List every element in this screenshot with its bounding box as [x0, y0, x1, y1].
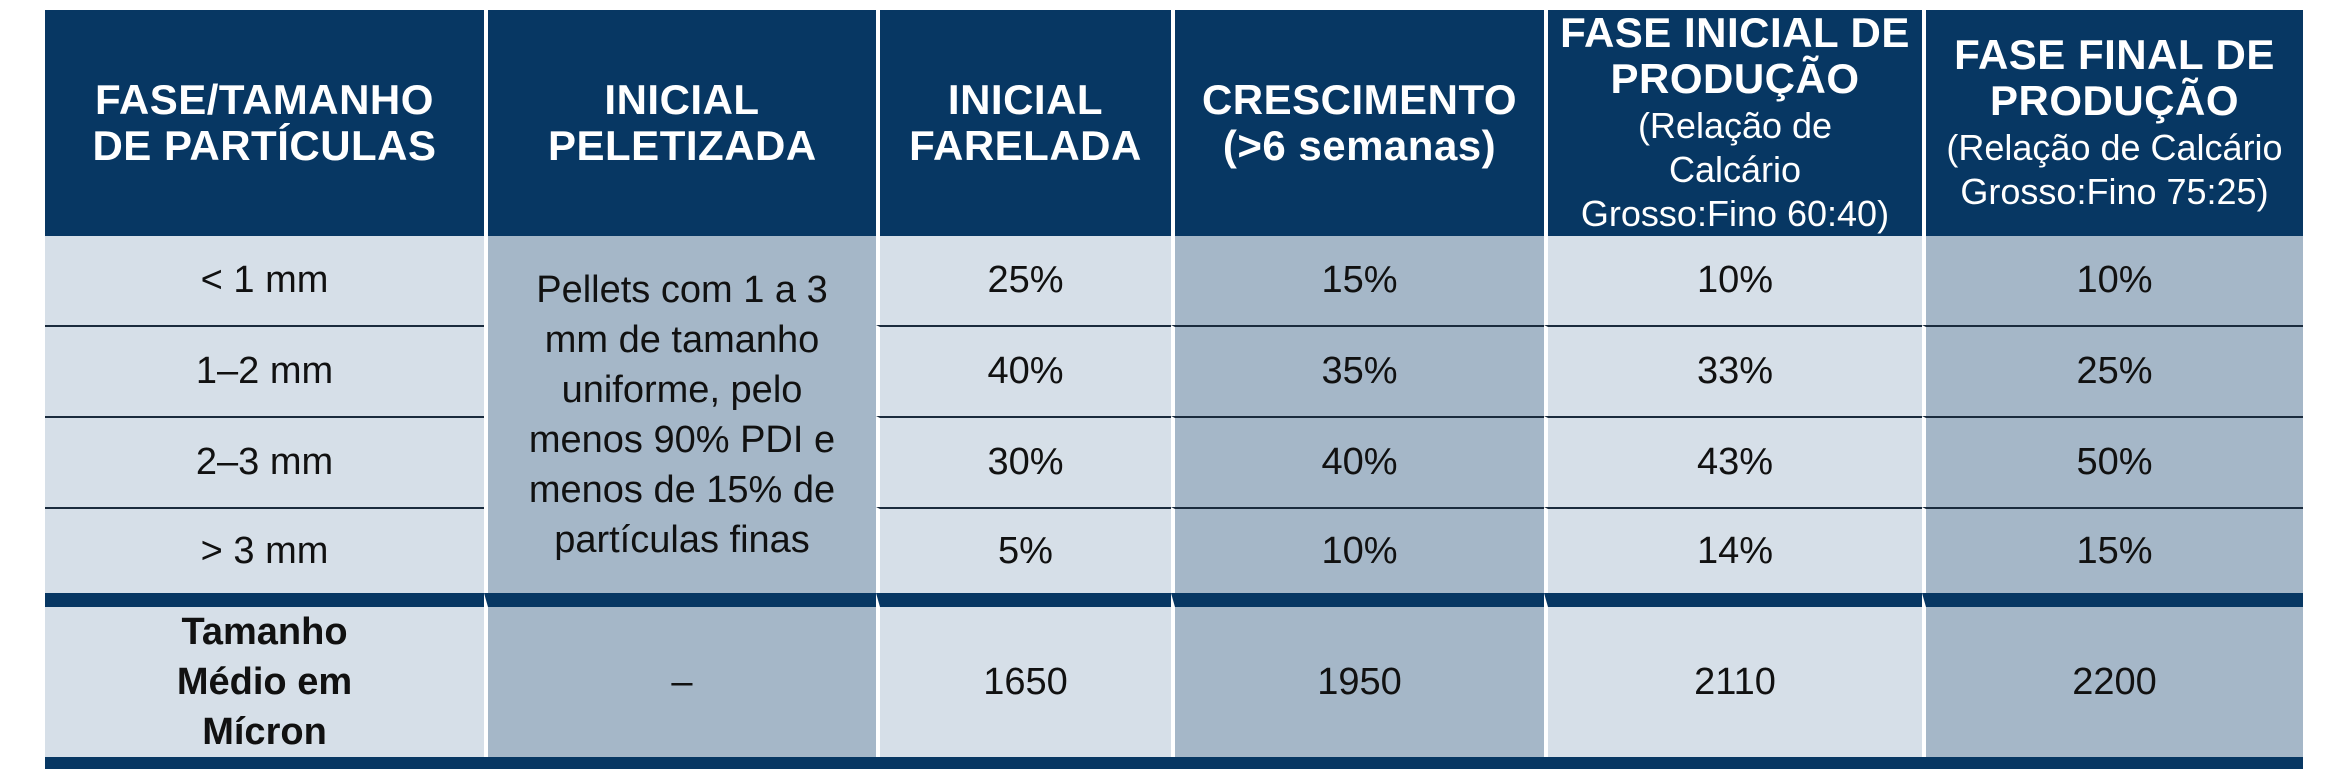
cell-late-production: 10% — [1922, 236, 2303, 325]
cell-growth: 15% — [1171, 236, 1544, 325]
table-row: < 1 mm Pellets com 1 a 3 mm de tamanho u… — [45, 236, 2303, 593]
cell-mash: 25% — [876, 236, 1171, 325]
header-early-production: FASE INICIAL DE PRODUÇÃO (Relação de Cal… — [1544, 10, 1922, 236]
average-size-late-production: 2200 — [1922, 593, 2303, 757]
header-early-production-label: FASE INICIAL DE PRODUÇÃO — [1560, 9, 1910, 102]
header-late-production: FASE FINAL DE PRODUÇÃO (Relação de Calcá… — [1922, 10, 2303, 236]
average-size-row: Tamanho Médio em Mícron – 1650 1950 2110… — [45, 593, 2303, 757]
cell-mash: 40% — [876, 325, 1171, 416]
cell-mash: 30% — [876, 416, 1171, 507]
average-size-label-text: Tamanho Médio em Mícron — [176, 611, 353, 753]
header-late-production-label: FASE FINAL DE PRODUÇÃO — [1954, 31, 2275, 124]
header-growth-label: CRESCIMENTO (>6 semanas) — [1201, 76, 1518, 169]
cell-early-production: 33% — [1544, 325, 1922, 416]
cell-particle-size: < 1 mm — [45, 236, 484, 325]
cell-late-production: 25% — [1922, 325, 2303, 416]
header-late-production-sublabel: (Relação de Calcário Grosso:Fino 75:25) — [1946, 127, 2283, 212]
cell-growth: 10% — [1171, 507, 1544, 593]
header-phase-particle-size: FASE/TAMANHO DE PARTÍCULAS — [45, 10, 484, 236]
cell-early-production: 43% — [1544, 416, 1922, 507]
cell-particle-size: > 3 mm — [45, 507, 484, 593]
table-row: 1–2 mm 40% 35% 33% 25% — [45, 325, 2303, 416]
cell-late-production: 15% — [1922, 507, 2303, 593]
average-size-pelletized: – — [484, 593, 876, 757]
pelletized-note: Pellets com 1 a 3 mm de tamanho uniforme… — [528, 268, 836, 561]
header-early-production-sublabel: (Relação de Calcário Grosso:Fino 60:40) — [1580, 105, 1890, 234]
table-row: 2–3 mm 30% 40% 43% 50% — [45, 416, 2303, 507]
cell-mash: 5% — [876, 507, 1171, 593]
average-size-early-production: 2110 — [1544, 593, 1922, 757]
header-phase-particle-size-label: FASE/TAMANHO DE PARTÍCULAS — [92, 76, 437, 169]
cell-early-production: 10% — [1544, 236, 1922, 325]
header-initial-pelletized: INICIAL PELETIZADA — [484, 10, 876, 236]
cell-growth: 35% — [1171, 325, 1544, 416]
header-initial-mash-label: INICIAL FARELADA — [909, 76, 1142, 169]
pelletized-note-cell: Pellets com 1 a 3 mm de tamanho uniforme… — [484, 236, 876, 593]
average-size-label: Tamanho Médio em Mícron — [45, 593, 484, 757]
cell-growth: 40% — [1171, 416, 1544, 507]
particle-size-table: FASE/TAMANHO DE PARTÍCULAS INICIAL PELET… — [45, 10, 2303, 769]
average-size-growth: 1950 — [1171, 593, 1544, 757]
header-initial-mash: INICIAL FARELADA — [876, 10, 1171, 236]
header-row: FASE/TAMANHO DE PARTÍCULAS INICIAL PELET… — [45, 10, 2303, 236]
cell-particle-size: 2–3 mm — [45, 416, 484, 507]
header-growth: CRESCIMENTO (>6 semanas) — [1171, 10, 1544, 236]
header-initial-pelletized-label: INICIAL PELETIZADA — [548, 76, 817, 169]
cell-early-production: 14% — [1544, 507, 1922, 593]
table-row: > 3 mm 5% 10% 14% 15% — [45, 507, 2303, 593]
average-size-mash: 1650 — [876, 593, 1171, 757]
cell-particle-size: 1–2 mm — [45, 325, 484, 416]
cell-late-production: 50% — [1922, 416, 2303, 507]
